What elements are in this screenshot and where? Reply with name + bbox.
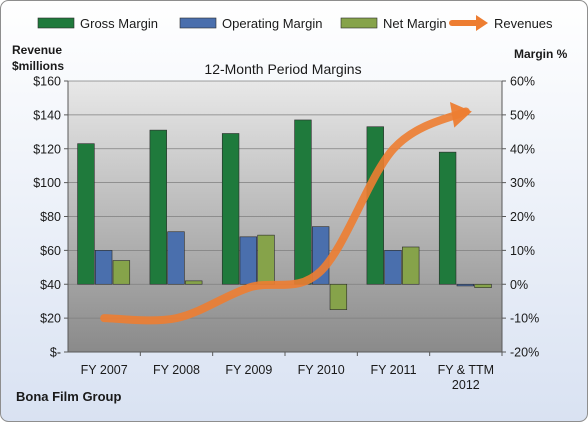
legend-swatch-gross-margin: [37, 17, 75, 29]
left-axis-tick-label: $40: [40, 278, 61, 292]
left-axis-label-line1: Revenue: [12, 43, 62, 57]
axes: $- $20 $40 $60 $80 $100 $120 $140 $160 -20% -10% 0%…: [33, 75, 539, 393]
right-axis-tick-label: 60%: [510, 75, 535, 89]
left-axis-label-line2: $millions: [12, 59, 64, 73]
legend: Gross Margin Operating Margin Net Margin Re…: [37, 15, 553, 31]
revenue-line-layer: [100, 101, 472, 325]
legend-swatch-net-margin: [340, 17, 378, 29]
chart-title: 12-Month Period Margins: [204, 61, 361, 77]
x-axis-category-label: 2012: [452, 378, 480, 392]
left-axis-tick-label: $60: [40, 244, 61, 258]
bar-gross-margin: [149, 129, 167, 285]
left-axis-tick-label: $120: [33, 142, 61, 156]
left-axis-tick-label: $140: [33, 108, 61, 122]
right-axis-tick-label: 40%: [510, 142, 535, 156]
left-axis-tick-label: $160: [33, 75, 61, 89]
right-axis-tick-label: 20%: [510, 210, 535, 224]
bar-net-margin: [257, 234, 275, 285]
x-axis-category-label: FY 2011: [370, 363, 416, 377]
bar-operating-margin: [95, 250, 113, 285]
right-axis-tick-label: 10%: [510, 244, 535, 258]
x-axis-category-label: FY 2007: [81, 363, 128, 377]
left-axis-tick-label: $-: [50, 346, 61, 360]
right-axis-tick-label: 0%: [510, 278, 528, 292]
x-axis-category-label: FY 2010: [298, 363, 345, 377]
revenue-arrowhead: [449, 101, 472, 128]
right-axis-label: Margin %: [514, 47, 568, 61]
bar-gross-margin: [294, 119, 312, 285]
revenue-line: [100, 107, 470, 325]
left-axis-tick-label: $20: [40, 312, 61, 326]
left-axis-tick-label: $100: [33, 176, 61, 190]
bar-operating-margin: [167, 231, 185, 285]
legend-swatch-operating-margin: [179, 17, 217, 29]
bar-operating-margin: [384, 250, 402, 285]
right-axis-tick-label: 30%: [510, 176, 535, 190]
bar-gross-margin: [221, 133, 240, 285]
company-name: Bona Film Group: [16, 389, 122, 404]
bar-net-margin: [402, 246, 420, 285]
x-axis-category-label: FY & TTM: [438, 363, 495, 377]
legend-arrow-revenues: [476, 15, 488, 31]
bar-net-margin: [112, 260, 131, 285]
bar-gross-margin: [438, 151, 457, 285]
legend-label: Revenues: [494, 16, 553, 31]
bar-net-margin: [329, 283, 348, 310]
x-axis-category-label: FY 2008: [153, 363, 200, 377]
left-axis-tick-label: $80: [40, 210, 61, 224]
x-axis-category-label: FY 2009: [225, 363, 272, 377]
bars: [77, 119, 492, 310]
right-axis-tick-label: -20%: [510, 346, 539, 360]
legend-label: Gross Margin: [80, 16, 158, 31]
bar-net-margin: [185, 280, 203, 285]
bar-operating-margin: [239, 236, 257, 285]
bar-operating-margin: [456, 283, 474, 287]
bar-net-margin: [474, 283, 492, 288]
legend-label: Operating Margin: [222, 16, 322, 31]
right-axis-tick-label: -10%: [510, 312, 539, 326]
bar-gross-margin: [366, 126, 384, 285]
right-axis-tick-label: 50%: [510, 108, 535, 122]
legend-label: Net Margin: [383, 16, 447, 31]
bar-gross-margin: [77, 143, 95, 285]
